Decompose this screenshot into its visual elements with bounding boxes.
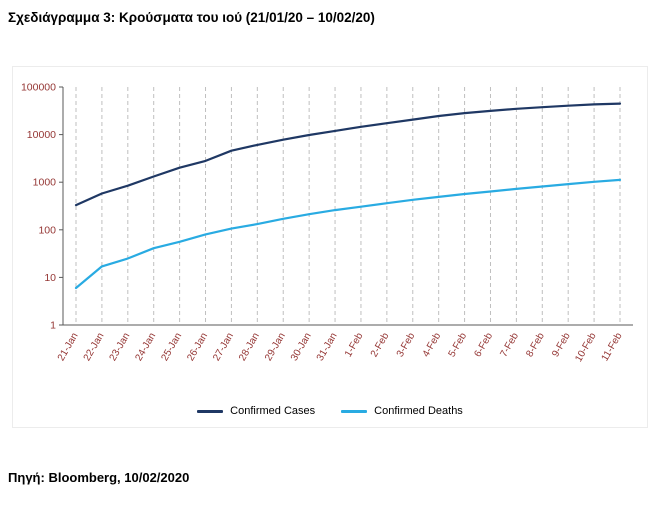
svg-text:31-Jan: 31-Jan [315,331,340,363]
line-chart-card: 1 10 100 1000 10000 100000 21-Jan 22-Jan 23-Jan 2… [12,66,648,428]
legend-item-confirmed-deaths: Confirmed Deaths [341,405,463,417]
svg-text:30-Jan: 30-Jan [289,331,314,363]
svg-text:24-Jan: 24-Jan [133,331,158,363]
legend-label-confirmed-cases: Confirmed Cases [230,405,316,417]
svg-text:1: 1 [50,320,56,332]
legend-item-confirmed-cases: Confirmed Cases [197,405,315,417]
svg-text:6-Feb: 6-Feb [472,331,495,360]
svg-text:10: 10 [44,272,56,284]
svg-text:3-Feb: 3-Feb [395,331,418,360]
chart-title: Σχεδιάγραμμα 3: Κρούσματα του ιού (21/01… [8,10,375,25]
svg-text:100: 100 [38,224,56,236]
svg-text:7-Feb: 7-Feb [498,331,521,360]
chart-legend: Confirmed Cases Confirmed Deaths [13,405,647,417]
svg-text:11-Feb: 11-Feb [600,331,625,364]
svg-text:8-Feb: 8-Feb [524,331,547,360]
svg-text:1000: 1000 [33,177,57,189]
confirmed-deaths-line-swatch [341,409,368,413]
svg-text:5-Feb: 5-Feb [447,331,470,360]
svg-text:28-Jan: 28-Jan [237,331,262,363]
svg-text:10000: 10000 [27,129,56,141]
svg-text:21-Jan: 21-Jan [56,331,81,363]
svg-text:27-Jan: 27-Jan [211,331,236,363]
svg-text:9-Feb: 9-Feb [550,331,573,360]
svg-text:29-Jan: 29-Jan [263,331,288,363]
svg-text:10-Feb: 10-Feb [573,331,599,364]
svg-text:22-Jan: 22-Jan [82,331,107,363]
svg-text:26-Jan: 26-Jan [185,331,210,363]
svg-text:23-Jan: 23-Jan [108,331,133,363]
svg-text:1-Feb: 1-Feb [343,331,366,360]
svg-text:2-Feb: 2-Feb [369,331,392,360]
svg-text:4-Feb: 4-Feb [421,331,444,360]
confirmed-cases-line-swatch [197,409,224,413]
legend-label-confirmed-deaths: Confirmed Deaths [374,405,463,417]
source-text: Πηγή: Bloomberg, 10/02/2020 [8,470,190,485]
svg-text:100000: 100000 [21,82,56,94]
svg-text:25-Jan: 25-Jan [159,331,184,363]
